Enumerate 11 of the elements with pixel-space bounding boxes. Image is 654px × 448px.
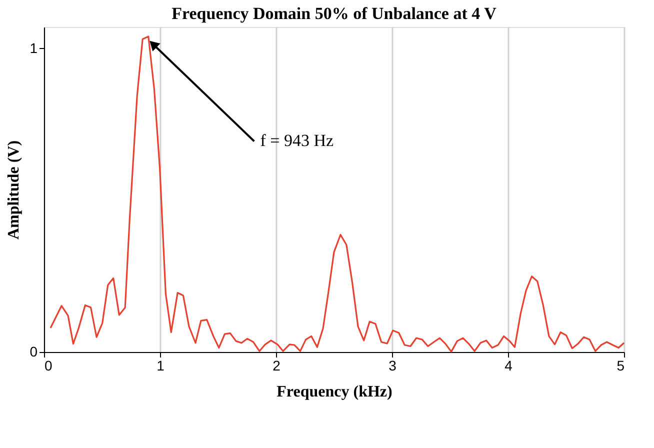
x-tick-label: 2: [272, 358, 281, 374]
annotation: f = 943 Hz: [260, 131, 334, 150]
x-tick-label: 4: [504, 358, 513, 374]
line-series: [50, 36, 625, 352]
chart-title: Frequency Domain 50% of Unbalance at 4 V: [172, 4, 498, 23]
x-axis-title: Frequency (kHz): [276, 384, 392, 400]
x-tick-label: 5: [616, 358, 625, 374]
x-tick-label: 1: [156, 358, 165, 374]
x-tick-label: 3: [388, 358, 397, 374]
y-axis-title: Amplitude (V): [6, 140, 23, 240]
x-tick-label: 0: [44, 358, 52, 374]
